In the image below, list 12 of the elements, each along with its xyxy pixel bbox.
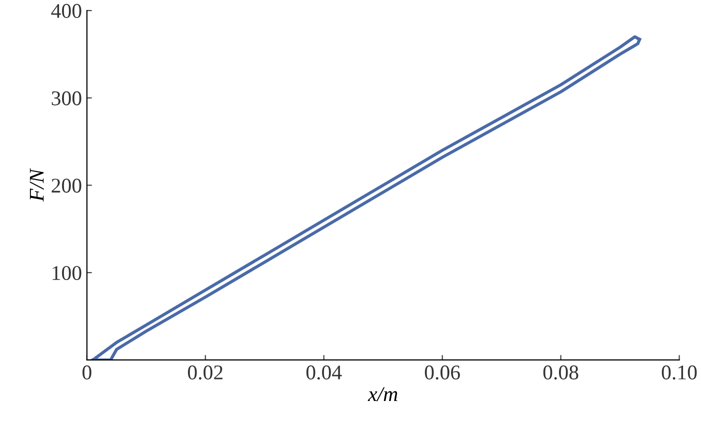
y-axis-title: F/N — [30, 168, 44, 202]
y-tick-label: 100 — [52, 266, 82, 280]
y-tick-label: 200 — [52, 178, 82, 193]
x-tick-label: 0.06 — [424, 365, 460, 380]
x-tick-label: 0.08 — [543, 365, 578, 380]
x-tick-label: 0 — [82, 365, 92, 380]
y-tick-label: 300 — [52, 91, 82, 106]
x-tick-label: 0.04 — [306, 365, 342, 380]
x-tick-label: 0.10 — [662, 365, 697, 380]
x-tick-label: 0.02 — [188, 365, 222, 380]
y-tick-label: 400 — [51, 4, 82, 18]
x-axis-title: x/m — [368, 387, 398, 402]
